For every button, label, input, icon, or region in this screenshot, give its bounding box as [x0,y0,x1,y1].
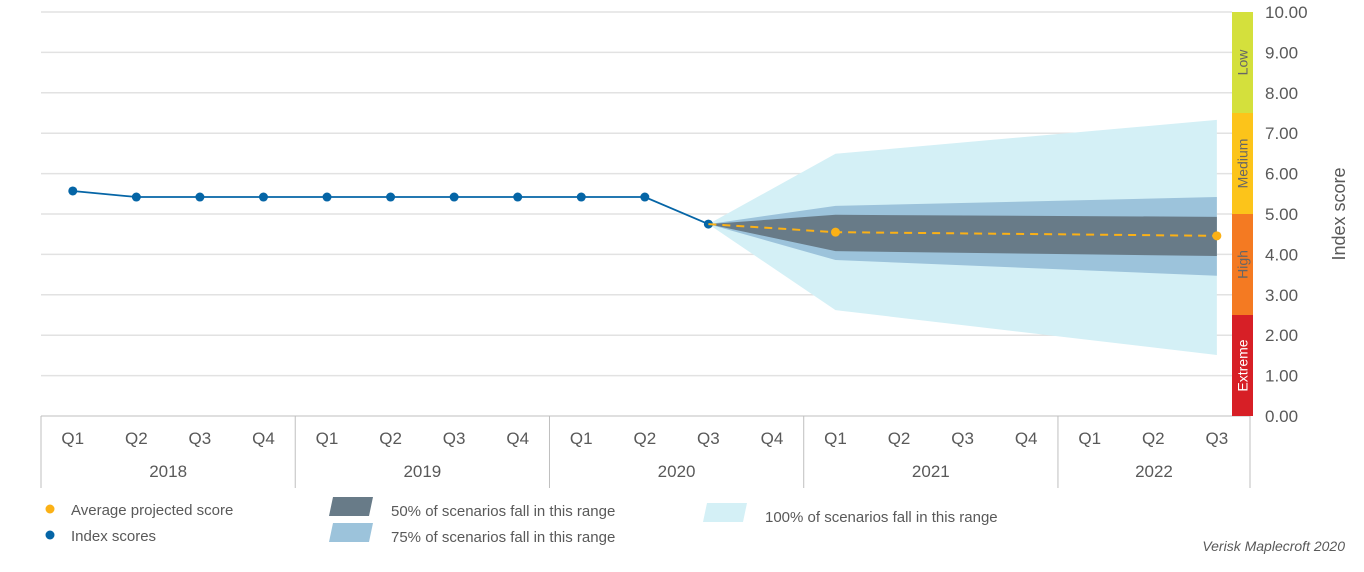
legend-marker-index [45,530,55,540]
x-tick-label: Q3 [1206,429,1229,448]
data-point [449,192,459,202]
year-label: 2019 [403,462,441,481]
year-label: 2021 [912,462,950,481]
y-tick-label: 5.00 [1265,205,1298,224]
data-point [322,192,332,202]
y-tick-label: 9.00 [1265,43,1298,62]
data-point [513,192,523,202]
x-tick-label: Q2 [1142,429,1165,448]
year-label: 2022 [1135,462,1173,481]
legend-label: 75% of scenarios fall in this range [391,529,615,546]
y-tick-label: 7.00 [1265,124,1298,143]
x-tick-label: Q4 [252,429,275,448]
x-tick-label: Q4 [506,429,529,448]
x-tick-label: Q4 [761,429,784,448]
risk-band-medium [1232,113,1253,214]
x-tick-label: Q3 [189,429,212,448]
data-point [131,192,141,202]
legend-marker-average [45,504,55,514]
risk-band-label: High [1235,250,1251,279]
legend-swatch-75 [329,523,373,542]
risk-band-label: Low [1235,49,1251,76]
x-tick-label: Q3 [951,429,974,448]
risk-band-high [1232,214,1253,315]
y-tick-label: 8.00 [1265,84,1298,103]
data-point [640,192,650,202]
legend-swatch-100 [703,503,747,522]
y-tick-label: 0.00 [1265,407,1298,426]
y-tick-label: 10.00 [1265,3,1308,22]
x-tick-label: Q3 [697,429,720,448]
risk-band-label: Medium [1235,139,1251,189]
x-tick-label: Q2 [633,429,656,448]
year-label: 2018 [149,462,187,481]
risk-band-extreme [1232,315,1253,416]
y-tick-label: 3.00 [1265,286,1298,305]
legend-label: Average projected score [71,502,233,519]
x-tick-label: Q3 [443,429,466,448]
data-point [195,192,205,202]
y-tick-label: 6.00 [1265,165,1298,184]
y-axis-title: Index score [1329,167,1349,260]
year-label: 2020 [658,462,696,481]
y-tick-label: 4.00 [1265,245,1298,264]
y-tick-label: 1.00 [1265,367,1298,386]
source-credit: Verisk Maplecroft 2020 [1202,538,1345,554]
x-tick-label: Q1 [61,429,84,448]
data-point [576,192,586,202]
x-tick-label: Q2 [379,429,402,448]
data-point [831,227,840,237]
x-tick-label: Q4 [1015,429,1038,448]
legend-label: Index scores [71,528,156,545]
scenario-range-area [708,214,1217,257]
data-point [258,192,268,202]
data-point [1212,231,1222,241]
x-tick-label: Q1 [824,429,847,448]
data-point [68,186,78,196]
x-tick-label: Q1 [1078,429,1101,448]
data-point [386,192,396,202]
x-tick-label: Q2 [888,429,911,448]
legend-label: 100% of scenarios fall in this range [765,509,998,526]
risk-band-label: Extreme [1235,339,1251,391]
legend-label: 50% of scenarios fall in this range [391,503,615,520]
y-tick-label: 2.00 [1265,326,1298,345]
x-tick-label: Q2 [125,429,148,448]
x-tick-label: Q1 [570,429,593,448]
legend-swatch-50 [329,497,373,516]
x-tick-label: Q1 [316,429,339,448]
risk-band-low [1232,12,1253,113]
